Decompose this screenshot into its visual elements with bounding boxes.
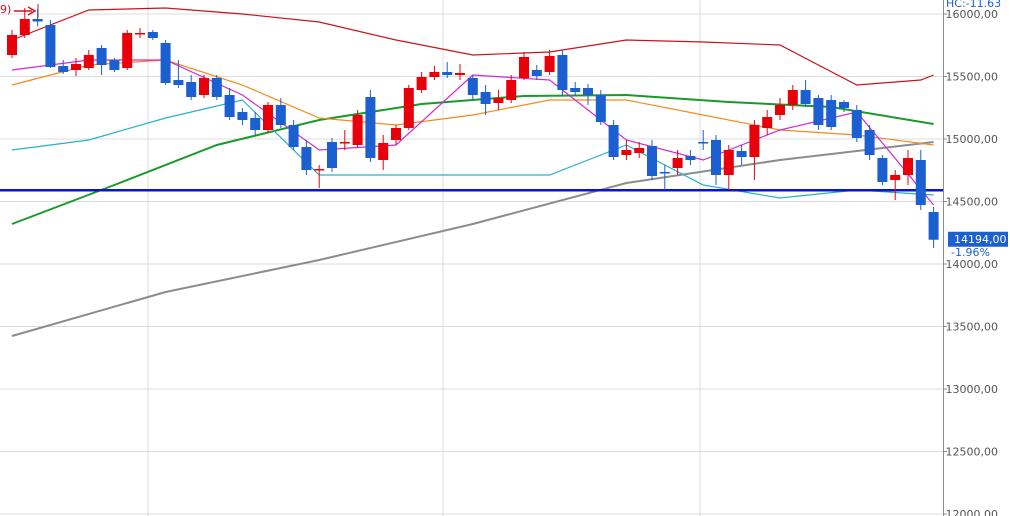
candle-body [122,33,133,68]
candle-body [608,125,619,157]
y-tick-label: 15500,00 [946,71,999,84]
candle-body [493,98,504,103]
indicator-line [11,7,934,86]
y-tick-label: 14000,00 [946,258,999,271]
candle-body [173,80,184,85]
candle-body [403,88,414,128]
candle-body [903,158,913,175]
candle-body [58,66,69,72]
change-label: -1.96% [951,246,990,259]
candle-body [109,60,120,70]
candle-body [32,19,43,22]
candle-body [365,97,376,158]
y-tick-label: 16000,00 [946,8,999,21]
candle-body [685,156,696,160]
candle-body [96,48,107,65]
candle-body [327,142,337,168]
candle-body [391,128,401,140]
candle-body [621,150,632,155]
candle-body [659,172,670,174]
candle-body [839,102,849,108]
candle-body [352,115,363,145]
candle-body [160,43,171,83]
candle-body [237,112,248,120]
candle-body [301,147,312,170]
y-tick-label: 13000,00 [946,383,999,396]
candle-body [339,142,350,144]
candle-body [45,25,56,67]
candle-body [442,72,453,75]
price-box [948,231,1008,247]
candle-body [813,98,824,125]
candle-body [915,160,926,205]
candle-body [877,158,888,182]
candle-body [723,150,734,175]
candle-body [762,117,773,128]
candle-body [800,90,811,104]
candle-body [275,105,286,125]
indicator-line [11,141,934,337]
candle-body [211,78,222,97]
candle-body [736,151,747,157]
candle-body [711,140,721,175]
candle-body [928,212,939,240]
candle-body [83,55,94,68]
candle-body [826,100,837,127]
header-note: HC:-11.63 [946,0,1001,10]
candle-body [570,88,581,92]
candle-body [519,57,529,78]
candle-body [544,56,555,72]
candle-body [890,175,901,180]
candle-body [583,88,593,95]
candle-body [467,78,478,95]
indicator-line [11,99,934,199]
candle-body [314,169,325,171]
y-tick-label: 13500,00 [946,321,999,334]
candle-body [455,73,465,75]
y-tick-label: 12500,00 [946,446,999,459]
candle-body [749,125,760,157]
arrow-head [27,6,37,16]
candle-body [378,143,389,160]
candle-body [224,95,235,117]
candle-body [7,35,17,55]
candle-body [506,80,517,100]
candle-body [19,19,30,35]
candle-body [775,105,785,115]
candle-body [787,90,798,105]
candle-body [186,82,197,97]
candle-body [647,146,657,176]
candle-body [634,148,645,153]
corner-note: 9) [0,3,11,16]
candle-body [864,130,875,155]
candle-body [480,92,491,104]
candle-body [288,125,299,147]
candle-body [672,158,683,168]
candle-body [531,70,542,76]
y-tick-label: 15000,00 [946,133,999,146]
y-tick-label: 14500,00 [946,196,999,209]
candle-body [595,95,606,122]
candle-body [851,110,862,138]
candle-body [147,32,158,38]
candle-body [135,33,145,35]
candle-body [416,77,427,90]
candle-body [429,72,440,77]
candle-body [250,118,261,130]
candle-body [71,64,81,70]
price-label: 14194,00 [954,233,1007,246]
candle-body [698,142,709,144]
candle-body [557,55,568,90]
candle-body [199,78,209,95]
y-tick-label: 12000,00 [946,508,999,516]
candle-body [263,105,273,130]
